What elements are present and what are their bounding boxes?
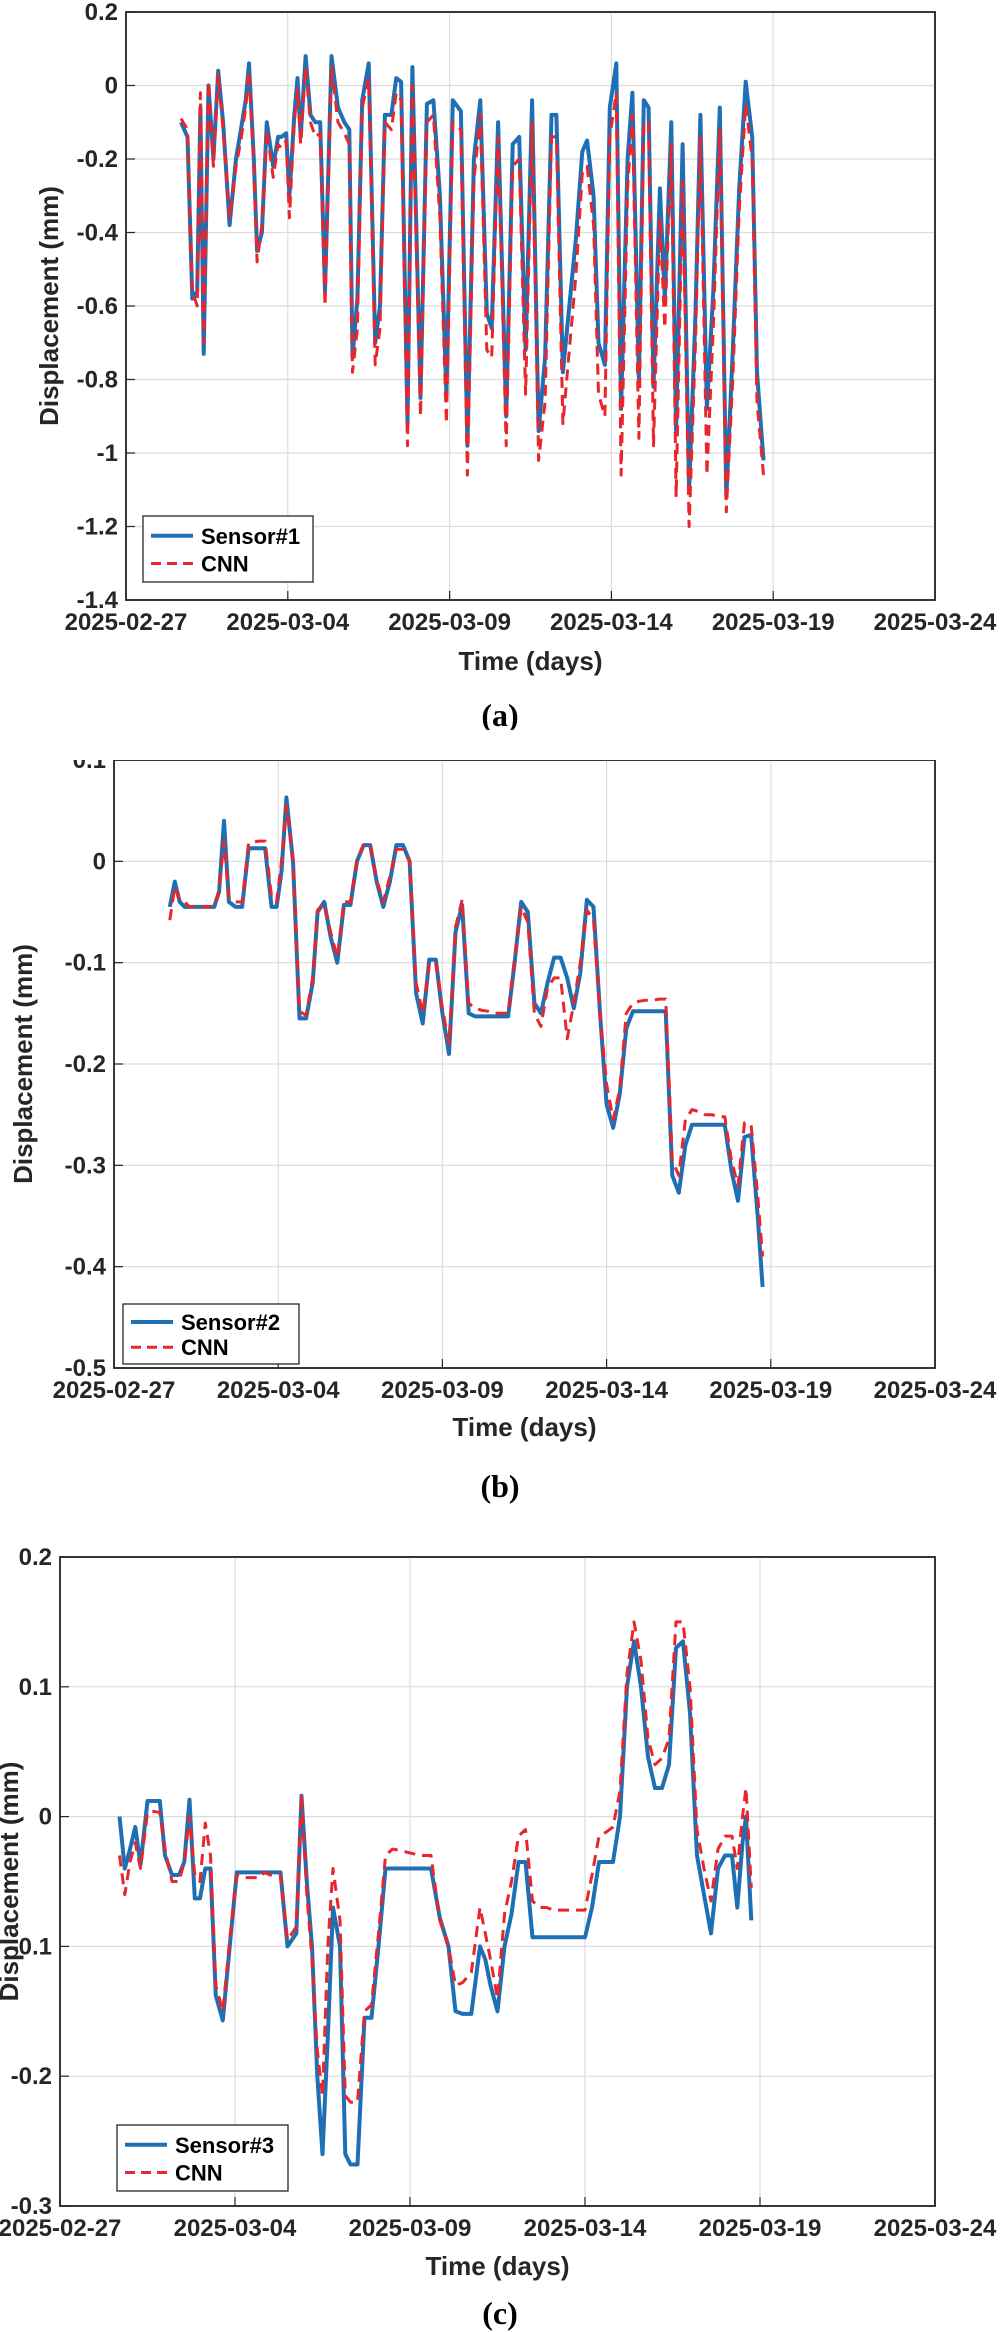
y-tick-label: -1.2 bbox=[77, 514, 118, 541]
y-tick-label: -0.3 bbox=[65, 1152, 106, 1179]
x-tick-label: 2025-03-04 bbox=[217, 1377, 340, 1404]
x-tick-label: 2025-03-14 bbox=[545, 1377, 668, 1404]
y-tick-label: -0.2 bbox=[65, 1051, 106, 1078]
chart-3: 2025-02-27 2025-03-04 2025-03-09 2025-03-14… bbox=[0, 1545, 997, 2331]
y-tick-label: 0.2 bbox=[85, 0, 118, 26]
y-axis-label: Displacement (mm) bbox=[8, 944, 38, 1184]
legend-sensor-label: Sensor#2 bbox=[181, 1310, 280, 1335]
plot-area bbox=[59, 1556, 936, 2207]
x-axis-label: Time (days) bbox=[458, 646, 602, 676]
y-tick-label: -1.4 bbox=[77, 587, 119, 614]
y-tick-label: -0.2 bbox=[11, 2063, 52, 2090]
y-tick-label: 0 bbox=[105, 73, 118, 100]
y-tick-label: -0.2 bbox=[77, 146, 118, 173]
x-tick-label: 2025-03-09 bbox=[388, 609, 511, 636]
x-axis-label: Time (days) bbox=[452, 1412, 596, 1442]
chart-2: 2025-02-27 2025-03-04 2025-03-09 2025-03-14… bbox=[8, 760, 997, 1504]
y-tick-label: -0.5 bbox=[65, 1355, 106, 1382]
y-tick-label: -0.3 bbox=[11, 2193, 52, 2220]
x-tick-label: 2025-03-19 bbox=[709, 1377, 832, 1404]
chart-1: 2025-02-27 2025-03-04 2025-03-09 2025-03-14… bbox=[34, 0, 997, 730]
legend-cnn-label: CNN bbox=[175, 2161, 223, 2186]
legend-cnn-label: CNN bbox=[181, 1335, 229, 1360]
x-tick-label: 2025-02-27 bbox=[65, 609, 188, 636]
x-tick-label: 2025-03-09 bbox=[381, 1377, 504, 1404]
sensor-series-line bbox=[117, 1639, 754, 2167]
x-tick-label: 2025-03-04 bbox=[226, 609, 349, 636]
x-tick-label: 2025-03-24 bbox=[874, 609, 997, 636]
y-tick-label: 0.1 bbox=[19, 1674, 52, 1701]
cnn-series-line bbox=[168, 804, 765, 1257]
plot-border bbox=[113, 760, 936, 1369]
panel-caption: (a) bbox=[481, 697, 518, 730]
y-tick-label: -0.1 bbox=[65, 950, 106, 977]
x-tick-label: 2025-03-19 bbox=[699, 2215, 822, 2242]
y-axis-label: Displacement (mm) bbox=[0, 1762, 24, 2002]
legend-sensor-label: Sensor#3 bbox=[175, 2133, 274, 2158]
legend-cnn-label: CNN bbox=[201, 552, 249, 577]
y-tick-label: -0.1 bbox=[11, 1933, 52, 1960]
legend-box bbox=[142, 515, 314, 583]
x-tick-label: 2025-02-27 bbox=[53, 1377, 176, 1404]
plot-border bbox=[125, 11, 936, 601]
plot-border bbox=[59, 1556, 936, 2207]
y-tick-label: -0.8 bbox=[77, 367, 118, 394]
y-tick-label: -0.4 bbox=[77, 220, 119, 247]
y-tick-label: 0.1 bbox=[73, 760, 106, 774]
y-tick-label: 0.2 bbox=[19, 1545, 52, 1571]
legend-box bbox=[122, 1303, 300, 1365]
x-tick-label: 2025-03-24 bbox=[874, 2215, 997, 2242]
panel-b: 2025-02-27 2025-03-04 2025-03-09 2025-03-14… bbox=[0, 760, 1000, 1530]
y-tick-label: -0.6 bbox=[77, 293, 118, 320]
y-axis-label: Displacement (mm) bbox=[34, 186, 64, 426]
legend-box bbox=[116, 2124, 289, 2192]
panel-caption: (c) bbox=[482, 2295, 518, 2331]
x-tick-label: 2025-03-09 bbox=[349, 2215, 472, 2242]
x-tick-label: 2025-03-04 bbox=[174, 2215, 297, 2242]
cnn-series-line bbox=[118, 1620, 753, 2104]
panel-caption: (b) bbox=[480, 1468, 519, 1504]
legend-sensor-label: Sensor#1 bbox=[201, 524, 300, 549]
panel-a: 2025-02-27 2025-03-04 2025-03-09 2025-03-14… bbox=[0, 0, 1000, 730]
cnn-series-line bbox=[179, 65, 765, 528]
x-tick-label: 2025-03-14 bbox=[524, 2215, 647, 2242]
legend: Sensor#1 CNN bbox=[142, 515, 314, 583]
x-axis-label: Time (days) bbox=[425, 2251, 569, 2281]
x-tick-label: 2025-02-27 bbox=[0, 2215, 121, 2242]
panel-c: 2025-02-27 2025-03-04 2025-03-09 2025-03-14… bbox=[0, 1545, 1000, 2332]
y-tick-label: 0 bbox=[93, 848, 106, 875]
y-tick-label: -0.4 bbox=[65, 1254, 107, 1281]
y-tick-label: -1 bbox=[97, 440, 118, 467]
y-tick-label: 0 bbox=[39, 1804, 52, 1831]
x-tick-label: 2025-03-19 bbox=[712, 609, 835, 636]
x-tick-label: 2025-03-24 bbox=[874, 1377, 997, 1404]
x-tick-label: 2025-03-14 bbox=[550, 609, 673, 636]
legend: Sensor#3 CNN bbox=[116, 2124, 289, 2192]
